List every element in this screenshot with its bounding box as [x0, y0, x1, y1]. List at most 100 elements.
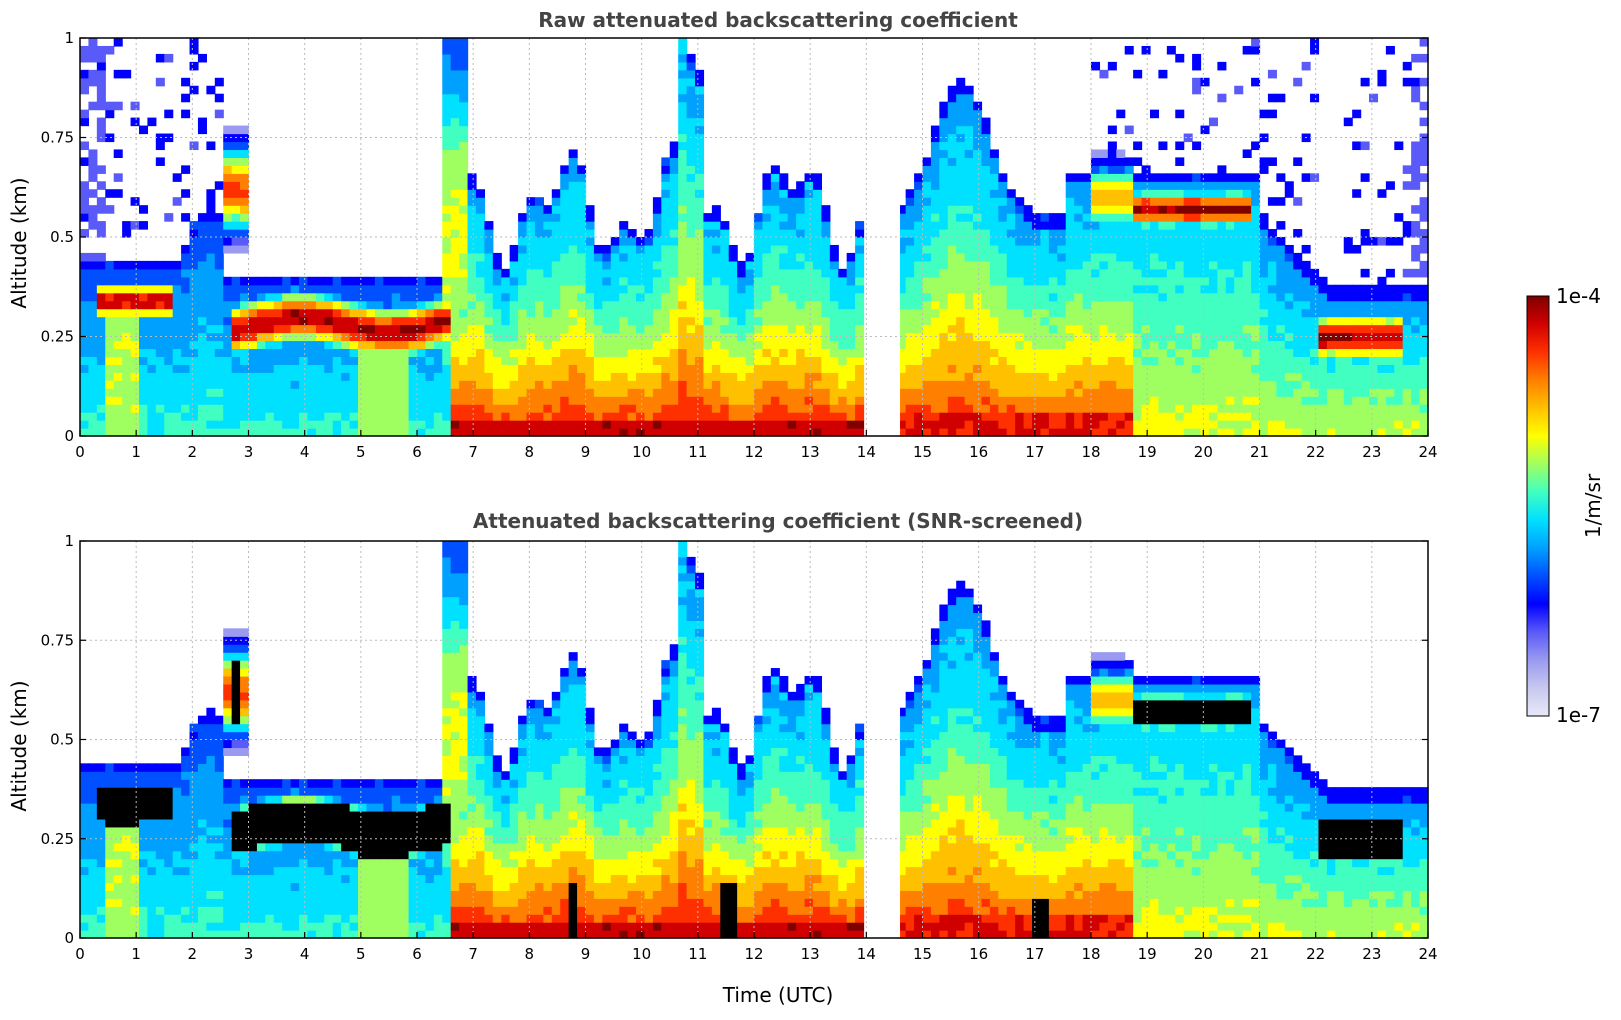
heatmap-cell	[652, 276, 662, 286]
heatmap-cell	[905, 221, 915, 230]
heatmap-cell	[475, 364, 486, 373]
heatmap-cell	[1183, 388, 1193, 397]
heatmap-cell	[315, 300, 325, 310]
heatmap-cell	[678, 213, 688, 222]
heatmap-cell	[1116, 308, 1126, 318]
heatmap-cell	[408, 372, 418, 381]
heatmap-cell	[1208, 284, 1218, 294]
heatmap-cell	[248, 356, 258, 365]
heatmap-cell	[1175, 420, 1185, 429]
heatmap-cell	[1149, 412, 1160, 421]
heatmap-cell	[1217, 428, 1227, 437]
heatmap-cell	[248, 332, 258, 342]
heatmap-cell	[593, 268, 603, 278]
heatmap-cell	[930, 221, 940, 230]
heatmap-cell	[1166, 221, 1176, 230]
heatmap-cell	[1006, 324, 1016, 334]
heatmap-cell	[905, 396, 915, 405]
heatmap-cell	[155, 324, 165, 334]
heatmap-cell	[922, 356, 932, 365]
heatmap-cell	[551, 284, 561, 294]
heatmap-cell	[172, 260, 182, 270]
heatmap-cell	[947, 308, 957, 318]
heatmap-cell	[686, 276, 696, 286]
heatmap-cell	[585, 268, 595, 278]
heatmap-cell	[846, 396, 856, 405]
heatmap-cell	[433, 388, 443, 397]
heatmap-cell	[1107, 268, 1117, 278]
heatmap-cell	[745, 260, 755, 270]
heatmap-cell	[1192, 229, 1202, 238]
heatmap-cell	[450, 420, 460, 429]
heatmap-cell	[1360, 268, 1370, 278]
heatmap-cell	[1411, 244, 1421, 254]
heatmap-cell	[332, 404, 342, 413]
heatmap-cell	[669, 364, 679, 373]
heatmap-cell	[1057, 404, 1067, 413]
heatmap-cell	[273, 364, 283, 373]
heatmap-cell	[1057, 396, 1067, 405]
heatmap-cell	[762, 268, 772, 278]
heatmap-cell	[138, 260, 149, 270]
heatmap-cell	[1107, 237, 1117, 246]
heatmap-cell	[113, 795, 123, 804]
heatmap-cell	[686, 300, 696, 310]
heatmap-cell	[897, 364, 907, 373]
heatmap-cell	[551, 197, 561, 206]
heatmap-cell	[1343, 308, 1353, 318]
heatmap-cell	[914, 356, 924, 365]
heatmap-cell	[804, 292, 814, 302]
heatmap-cell	[560, 284, 570, 294]
heatmap-cell	[939, 372, 949, 381]
heatmap-cell	[644, 404, 654, 413]
heatmap-cell	[332, 276, 342, 286]
heatmap-cell	[256, 380, 266, 389]
heatmap-cell	[787, 197, 797, 206]
heatmap-cell	[1352, 189, 1362, 198]
heatmap-cell	[568, 197, 578, 206]
heatmap-cell	[265, 300, 275, 310]
heatmap-cell	[964, 181, 974, 190]
heatmap-cell	[1015, 260, 1025, 270]
heatmap-cell	[248, 300, 258, 310]
heatmap-cell	[475, 396, 486, 405]
heatmap-cell	[989, 244, 999, 254]
heatmap-cell	[568, 364, 578, 373]
heatmap-cell	[838, 420, 848, 429]
heatmap-cell	[543, 205, 553, 214]
heatmap-cell	[358, 332, 368, 342]
heatmap-cell	[1074, 380, 1084, 389]
heatmap-cell	[1310, 372, 1320, 381]
heatmap-cell	[922, 244, 932, 254]
heatmap-cell	[661, 412, 671, 421]
heatmap-cell	[610, 388, 620, 397]
heatmap-cell	[197, 292, 207, 302]
heatmap-cell	[577, 364, 587, 373]
heatmap-cell	[130, 826, 140, 836]
heatmap-cell	[1225, 396, 1235, 405]
heatmap-cell	[1301, 173, 1311, 182]
heatmap-cell	[307, 316, 317, 326]
heatmap-cell	[1048, 380, 1058, 389]
heatmap-cell	[189, 276, 199, 286]
heatmap-cell	[138, 930, 149, 939]
heatmap-cell	[130, 356, 140, 365]
heatmap-cell	[947, 300, 957, 310]
heatmap-cell	[189, 45, 199, 55]
heatmap-cell	[669, 404, 679, 413]
heatmap-cell	[855, 221, 865, 230]
heatmap-cell	[1032, 244, 1042, 254]
heatmap-cell	[1301, 356, 1311, 365]
heatmap-cell	[593, 252, 603, 262]
heatmap-cell	[644, 229, 654, 238]
heatmap-cell	[703, 221, 713, 230]
heatmap-cell	[1402, 308, 1412, 318]
heatmap-cell	[1116, 300, 1126, 310]
heatmap-cell	[374, 292, 384, 302]
heatmap-cell	[964, 197, 974, 206]
heatmap-cell	[939, 244, 949, 254]
heatmap-cell	[1276, 268, 1286, 278]
heatmap-cell	[796, 252, 806, 262]
heatmap-cell	[518, 244, 528, 254]
heatmap-cell	[973, 348, 983, 357]
